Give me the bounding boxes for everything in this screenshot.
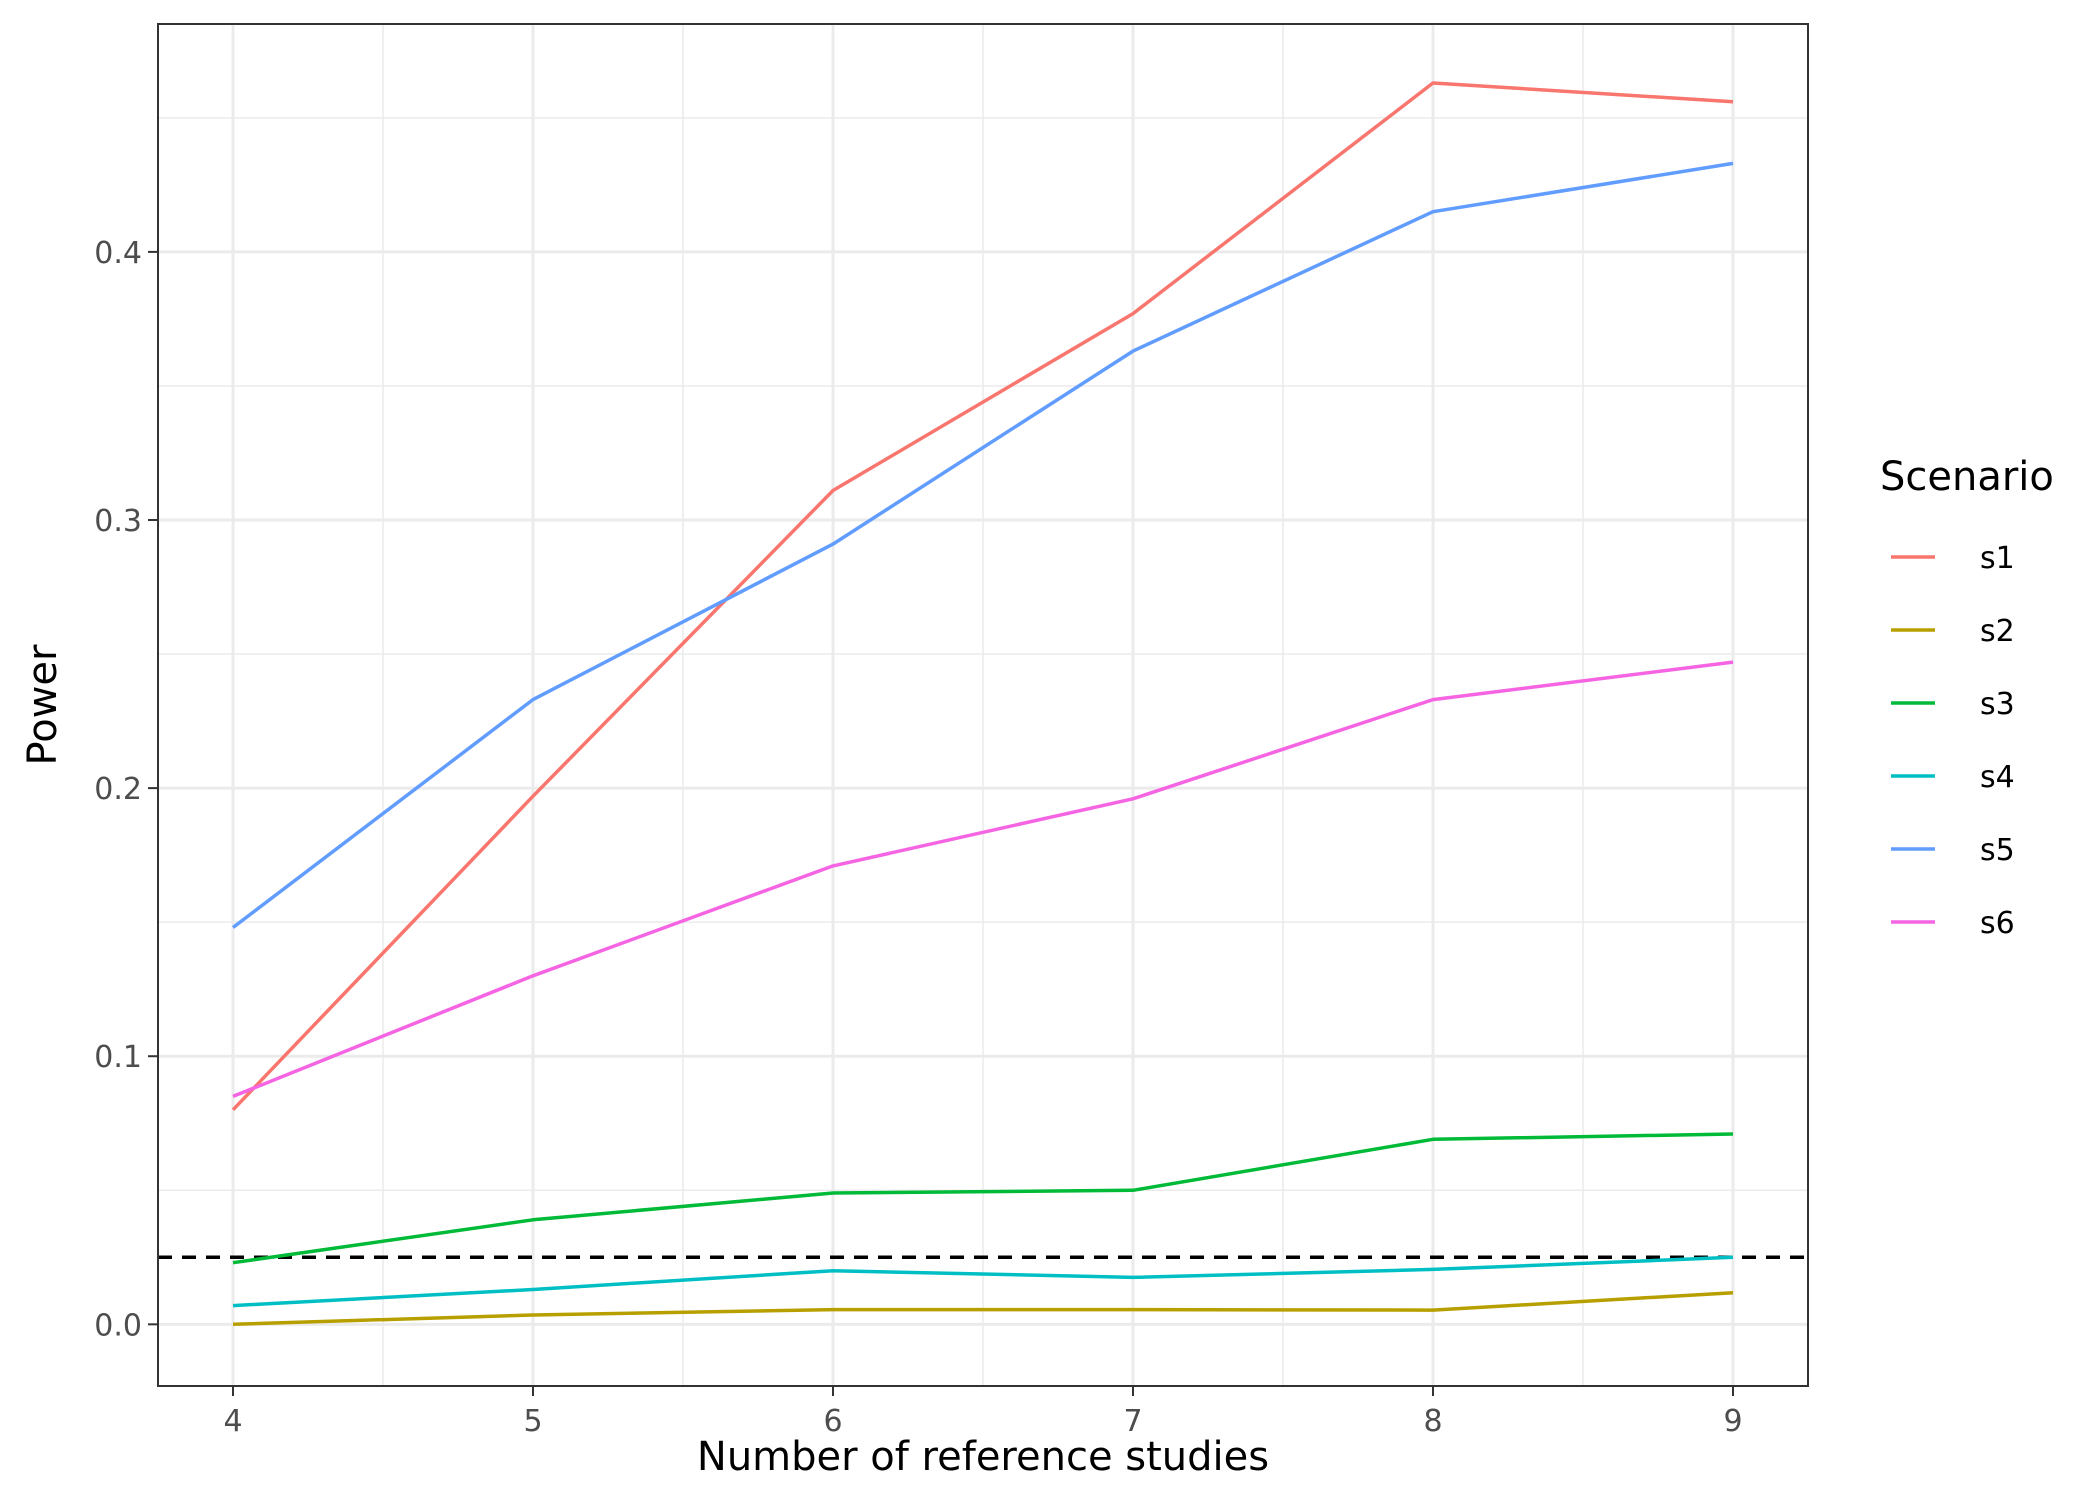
y-axis-ticks: 0.0 0.1 0.2 0.3 0.4 [94, 236, 158, 1343]
y-tick-label: 0.0 [94, 1308, 142, 1343]
series-lines [231, 81, 1734, 1327]
x-tick-label: 9 [1723, 1404, 1742, 1439]
legend-items: s1 s2 s3 s4 s5 s6 [1891, 541, 2015, 941]
major-gridlines [158, 24, 1808, 1386]
x-tick-label: 6 [823, 1404, 842, 1439]
y-tick-label: 0.4 [94, 236, 142, 271]
legend-label-s2: s2 [1980, 614, 2015, 649]
legend-title: Scenario [1880, 454, 2054, 500]
x-tick-label: 5 [523, 1404, 542, 1439]
legend: Scenario s1 s2 s3 s4 s5 s6 [1880, 454, 2054, 941]
x-tick-label: 8 [1423, 1404, 1442, 1439]
y-tick-label: 0.3 [94, 504, 142, 539]
panel-border [157, 23, 1809, 1387]
series-line-s1 [231, 81, 1734, 1112]
legend-label-s5: s5 [1980, 833, 2015, 868]
series-line-s5 [231, 161, 1734, 929]
x-axis-ticks: 4 5 6 7 8 9 [223, 1386, 1743, 1439]
y-axis-title: Power [20, 644, 66, 765]
x-tick-label: 7 [1123, 1404, 1142, 1439]
series-line-s6 [232, 660, 1734, 1099]
legend-label-s6: s6 [1980, 906, 2015, 941]
y-tick-label: 0.2 [94, 772, 142, 807]
y-tick-label: 0.1 [94, 1040, 142, 1075]
x-axis-title: Number of reference studies [697, 1434, 1269, 1480]
series-line-s3 [232, 1132, 1734, 1265]
series-line-s2 [232, 1290, 1734, 1327]
legend-label-s1: s1 [1980, 541, 2015, 576]
series-line-s4 [232, 1255, 1734, 1308]
x-tick-label: 4 [223, 1404, 242, 1439]
legend-label-s4: s4 [1980, 760, 2015, 795]
legend-label-s3: s3 [1980, 687, 2015, 722]
